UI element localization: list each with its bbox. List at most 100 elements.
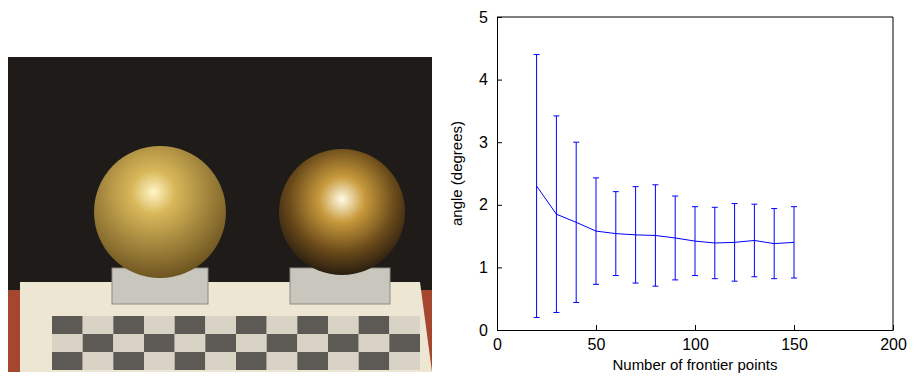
y-tick: 0	[479, 322, 502, 339]
photo-square	[389, 334, 420, 352]
y-axis-line	[497, 18, 498, 331]
y-axis-title: angle (degrees)	[448, 121, 465, 226]
photo	[8, 57, 432, 372]
error-bar-cap	[613, 191, 619, 192]
y-axis: 012345	[479, 9, 502, 339]
data-line	[537, 186, 794, 244]
error-bar-cap	[791, 278, 797, 279]
error-bar-cap	[573, 142, 579, 143]
error-bar-cap	[593, 284, 599, 285]
error-bar-stem	[615, 192, 616, 276]
photo-square	[236, 316, 267, 334]
photo-square	[359, 316, 390, 334]
x-tick-label: 150	[781, 336, 808, 353]
error-bar	[791, 207, 797, 278]
error-bar	[732, 204, 738, 282]
error-bar-cap	[593, 177, 599, 178]
error-bar	[692, 207, 698, 276]
photo-square	[205, 316, 236, 334]
y-tick-label: 1	[479, 259, 488, 276]
photo-square	[83, 316, 114, 334]
x-tick: 150	[781, 325, 808, 353]
error-bar-stem	[774, 209, 775, 279]
plot-area	[534, 55, 797, 318]
error-bar-cap	[613, 275, 619, 276]
error-bar-cap	[534, 317, 540, 318]
y-tick-label: 4	[479, 71, 488, 88]
x-tick: 100	[682, 325, 709, 353]
y-tick-label: 0	[479, 322, 488, 339]
photo-square	[389, 316, 420, 334]
error-bar-cap	[534, 54, 540, 55]
x-axis-line	[498, 330, 894, 331]
photo-square	[113, 352, 144, 370]
photo-square	[52, 334, 83, 352]
error-bar-cap	[573, 302, 579, 303]
y-tick: 3	[479, 134, 502, 151]
x-tick-label: 200	[880, 336, 907, 353]
photo-square	[205, 352, 236, 370]
error-bar	[573, 142, 579, 302]
error-bar	[553, 116, 559, 313]
y-tick-label: 3	[479, 134, 488, 151]
y-tick-mark	[497, 142, 502, 143]
photo-square	[175, 334, 206, 352]
y-tick-mark	[497, 267, 502, 268]
photo-square	[52, 352, 83, 370]
photo-square	[328, 316, 359, 334]
error-bar-cap	[652, 286, 658, 287]
error-bar	[593, 178, 599, 284]
error-bar-stem	[536, 55, 537, 318]
error-bar-stem	[556, 116, 557, 313]
photo-square	[236, 334, 267, 352]
x-tick-label: 50	[588, 336, 606, 353]
error-bar-cap	[692, 275, 698, 276]
photo-square	[144, 316, 175, 334]
x-axis: 0 50 100 150 200	[493, 325, 907, 353]
y-tick-mark	[497, 205, 502, 206]
error-bar-stem	[655, 185, 656, 286]
error-bar-cap	[692, 206, 698, 207]
error-bar-stem	[576, 142, 577, 302]
photo-matte-sphere	[94, 146, 226, 278]
photo-square	[267, 352, 298, 370]
photo-square	[267, 334, 298, 352]
error-bar-cap	[553, 312, 559, 313]
frame-right	[893, 17, 894, 330]
x-tick-label: 100	[682, 336, 709, 353]
error-bar-stem	[635, 187, 636, 283]
error-bar-stem	[695, 207, 696, 276]
error-bar-stem	[754, 204, 755, 277]
photo-square	[328, 334, 359, 352]
y-tick: 4	[479, 71, 502, 88]
photo-square	[267, 316, 298, 334]
error-bar-cap	[732, 203, 738, 204]
error-bar	[633, 187, 639, 283]
x-tick: 50	[588, 325, 606, 353]
y-tick-label: 2	[479, 196, 488, 213]
photo-square	[297, 316, 328, 334]
frame-top	[497, 17, 893, 18]
error-bar-cap	[751, 276, 757, 277]
photo-square	[328, 352, 359, 370]
photo-square	[175, 352, 206, 370]
photo-square	[297, 352, 328, 370]
photo-square	[359, 352, 390, 370]
error-bar	[712, 207, 718, 278]
x-axis-title: Number of frontier points	[612, 356, 777, 373]
photo-background	[8, 57, 432, 372]
error-bar-cap	[553, 115, 559, 116]
y-tick-mark	[497, 330, 502, 331]
error-bar-stem	[596, 178, 597, 284]
error-bar-cap	[791, 206, 797, 207]
error-bar	[672, 196, 678, 280]
y-tick-mark	[497, 80, 502, 81]
x-tick-mark	[893, 325, 894, 330]
y-tick: 2	[479, 196, 502, 213]
y-tick: 1	[479, 259, 502, 276]
photo-square	[205, 334, 236, 352]
error-bar-cap	[712, 207, 718, 208]
y-tick-mark	[497, 17, 502, 18]
x-tick-label: 0	[493, 336, 502, 353]
photo-square	[144, 334, 175, 352]
